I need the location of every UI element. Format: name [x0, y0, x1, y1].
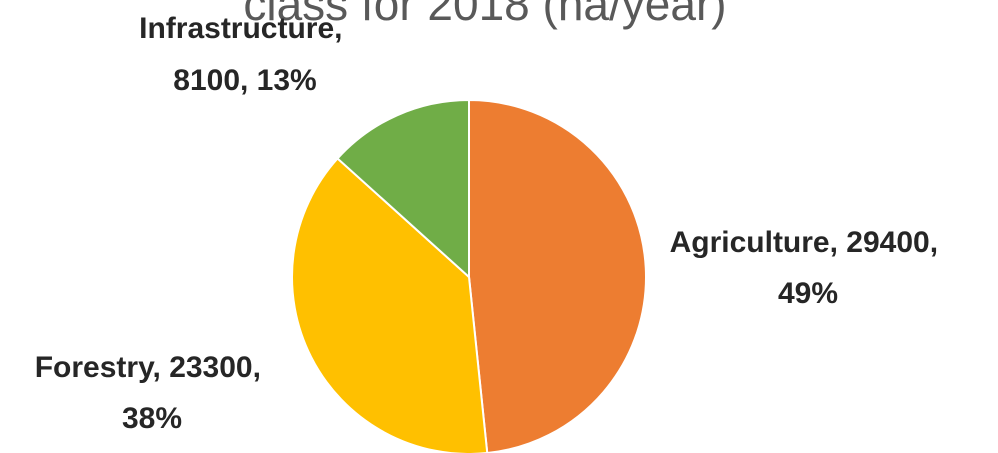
pie-slice-agriculture — [468, 98, 647, 453]
data-label-forestry-line2: 38% — [122, 402, 182, 435]
data-label-forestry-line1: Forestry, 23300, — [35, 351, 261, 384]
pie-slice-forestry — [291, 157, 489, 453]
pie-slices — [291, 98, 647, 453]
chart-title: class for 2018 (ha/year) — [243, 0, 726, 30]
data-label-infrastructure-line2: 8100, 13% — [173, 64, 316, 97]
data-label-infrastructure-line1: Infrastructure, — [139, 12, 342, 45]
data-label-agriculture-line2: 49% — [778, 277, 838, 310]
data-label-agriculture-line1: Agriculture, 29400, — [670, 226, 938, 259]
data-label-forestry: Forestry, 23300, 38% — [35, 351, 270, 435]
pie-slice-infrastructure — [336, 98, 470, 280]
data-label-infrastructure: Infrastructure, 8100, 13% — [139, 12, 351, 97]
data-label-agriculture: Agriculture, 29400, 49% — [670, 226, 947, 310]
